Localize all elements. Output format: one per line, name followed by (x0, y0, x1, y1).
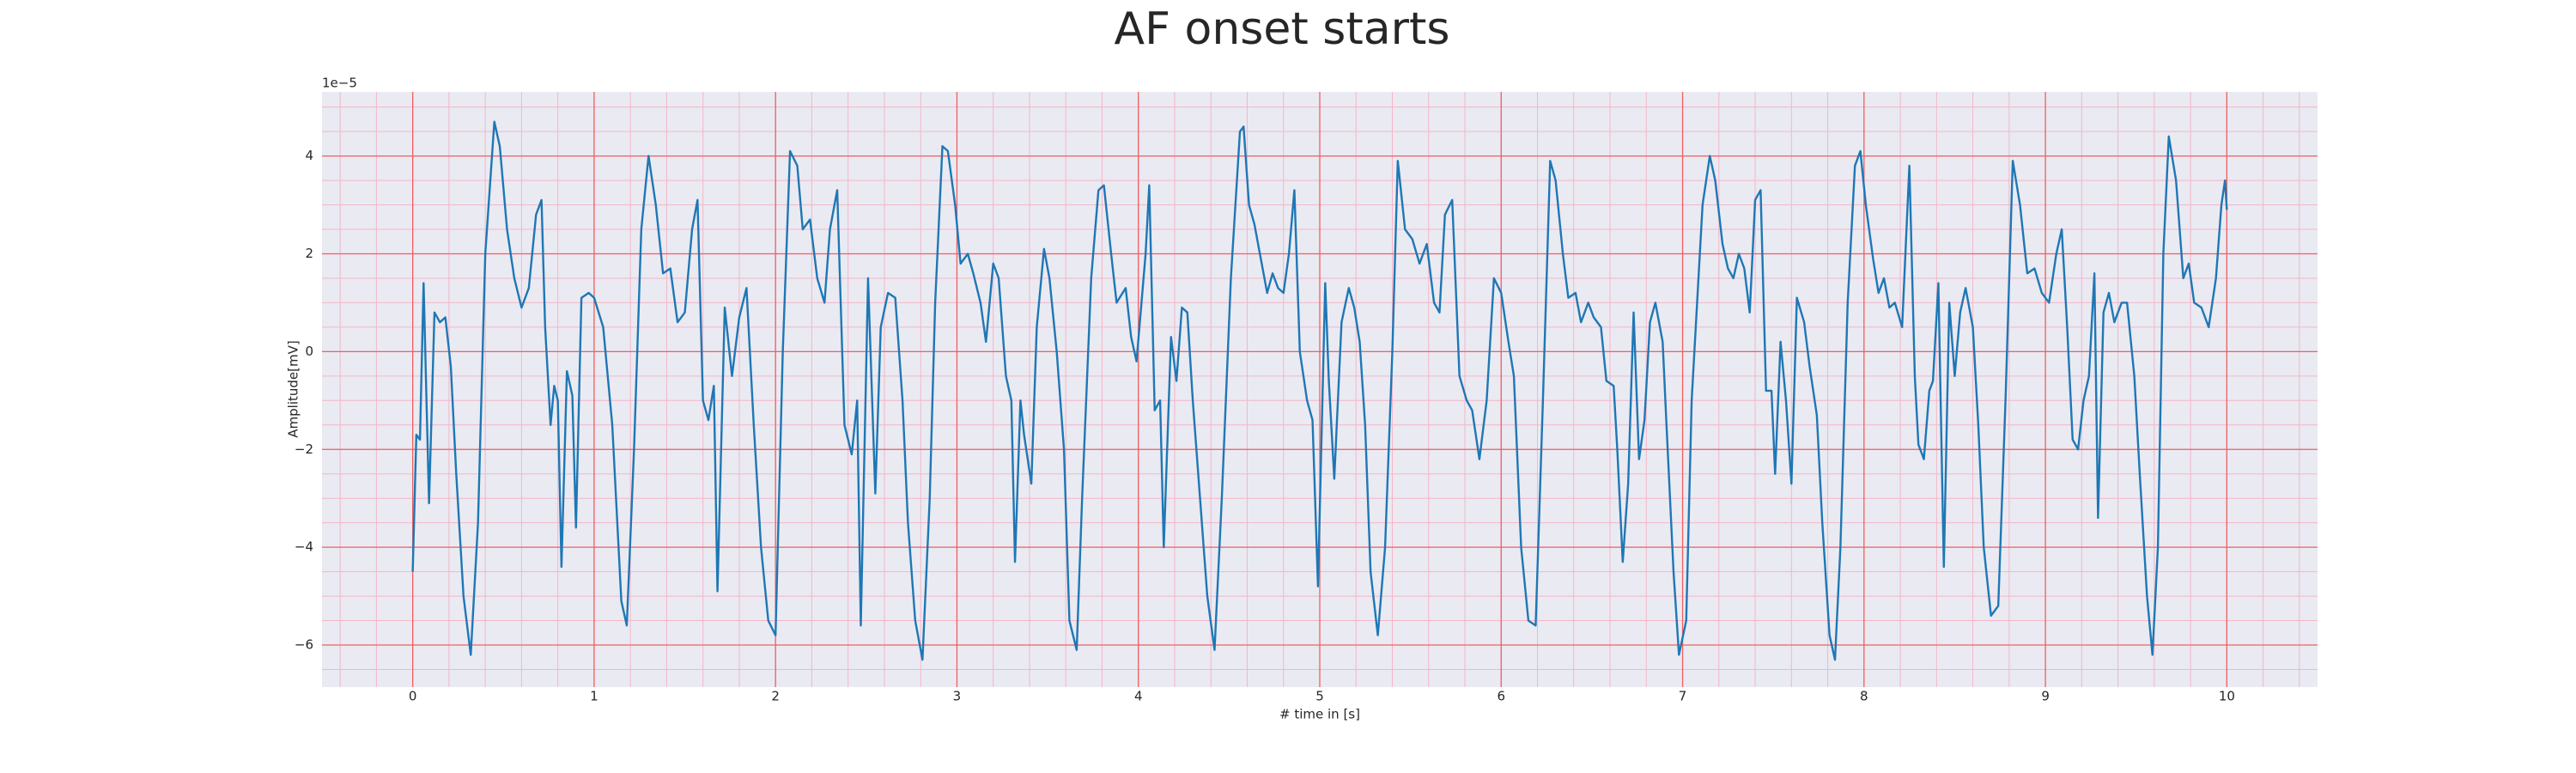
y-tick-label: −6 (295, 637, 313, 653)
x-tick-label: 7 (1679, 689, 1687, 704)
chart-title: AF onset starts (1115, 3, 1450, 55)
x-tick-label: 5 (1315, 689, 1324, 704)
y-axis-label: Amplitude[mV] (286, 340, 301, 437)
y-tick-label: −4 (295, 539, 313, 555)
y-tick-label: −2 (295, 441, 313, 457)
x-tick-label: 0 (409, 689, 417, 704)
x-tick-label: 1 (590, 689, 598, 704)
y-tick-label: 2 (305, 246, 313, 261)
y-tick-label: 0 (305, 344, 313, 359)
signal-line (411, 120, 2228, 661)
x-tick-label: 2 (771, 689, 780, 704)
x-tick-label: 4 (1134, 689, 1143, 704)
x-axis-label: # time in [s] (1279, 707, 1360, 722)
x-tick-label: 3 (953, 689, 962, 704)
x-tick-label: 10 (2219, 689, 2235, 704)
x-tick-label: 6 (1497, 689, 1505, 704)
x-tick-label: 9 (2041, 689, 2050, 704)
offset-text: 1e−5 (322, 76, 357, 91)
x-tick-label: 8 (1860, 689, 1868, 704)
y-tick-label: 4 (305, 148, 313, 163)
